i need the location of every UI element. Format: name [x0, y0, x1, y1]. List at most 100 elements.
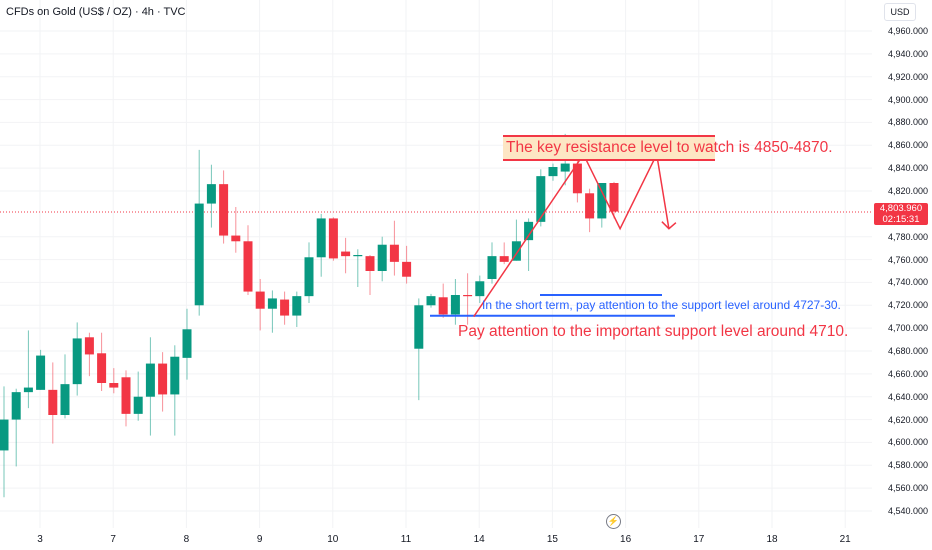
price-tick: 4,940.000 — [888, 48, 929, 59]
candle-body — [597, 183, 607, 219]
candle — [524, 218, 534, 271]
candle-body — [231, 235, 241, 242]
candle-body — [109, 383, 119, 388]
time-tick: 16 — [620, 534, 632, 545]
lightning-icon[interactable]: ⚡ — [606, 514, 621, 529]
price-tick: 4,720.000 — [888, 300, 929, 311]
price-tick: 4,760.000 — [888, 254, 929, 265]
candle — [72, 322, 82, 396]
candle — [84, 332, 94, 377]
price-tick: 4,740.000 — [888, 277, 929, 288]
price-tick: 4,860.000 — [888, 140, 929, 151]
time-tick: 14 — [473, 534, 485, 545]
candle-body — [243, 241, 253, 292]
candle-body — [84, 337, 94, 355]
candle-body — [133, 396, 143, 414]
candle — [255, 279, 265, 331]
candle — [36, 349, 46, 390]
candle — [243, 225, 253, 295]
price-tick: 4,600.000 — [888, 437, 929, 448]
candle — [499, 242, 509, 265]
candle-body — [255, 291, 265, 309]
candle-body — [560, 163, 570, 172]
price-tick: 4,640.000 — [888, 391, 929, 402]
important-support-note[interactable]: Pay attention to the important support l… — [458, 323, 849, 340]
candle-body — [97, 353, 107, 383]
candle — [609, 181, 619, 219]
price-tick: 4,840.000 — [888, 163, 929, 174]
price-tick: 4,780.000 — [888, 231, 929, 242]
price-tick: 4,820.000 — [888, 186, 929, 196]
candle-body — [36, 355, 46, 390]
candle — [97, 332, 107, 391]
candle-body — [511, 241, 521, 261]
candle — [133, 371, 143, 421]
arrow-head-icon — [661, 221, 677, 230]
projection-path[interactable] — [473, 151, 670, 318]
candles — [0, 133, 619, 498]
price-tick: 4,580.000 — [888, 460, 929, 471]
time-tick: 11 — [400, 534, 412, 545]
candle-body — [280, 299, 290, 316]
candle-body — [145, 363, 155, 397]
time-tick: 18 — [766, 534, 778, 545]
candle-body — [170, 356, 180, 395]
candle — [316, 213, 326, 277]
candle — [182, 308, 192, 380]
candle — [267, 290, 277, 333]
currency-selector[interactable]: USD — [884, 3, 916, 21]
candle — [280, 291, 290, 325]
candle — [145, 337, 155, 436]
time-tick: 9 — [256, 534, 263, 545]
candle-body — [377, 244, 387, 271]
candle-body — [60, 384, 70, 415]
candle — [121, 370, 131, 427]
candle — [219, 170, 229, 244]
price-tick: 4,700.000 — [888, 323, 929, 334]
candle — [597, 183, 607, 228]
candle-body — [267, 298, 277, 309]
candle-body — [365, 256, 375, 271]
candle — [11, 388, 21, 467]
drawings[interactable] — [430, 151, 677, 318]
candle — [109, 368, 119, 394]
candle — [0, 386, 9, 498]
candle — [414, 298, 424, 401]
price-tick: 4,560.000 — [888, 483, 929, 494]
candle — [487, 242, 497, 284]
candle-body — [426, 296, 436, 306]
candle-body — [487, 256, 497, 279]
candle-body — [499, 256, 509, 262]
candle — [231, 207, 241, 253]
candle-body — [316, 218, 326, 258]
candle — [438, 283, 448, 318]
candle — [328, 217, 338, 261]
candle-body — [206, 184, 216, 204]
candle-body — [23, 387, 33, 393]
resistance-note[interactable]: The key resistance level to watch is 485… — [503, 135, 833, 161]
candle-body — [414, 305, 424, 349]
candle — [463, 273, 473, 325]
candle-body — [572, 163, 582, 194]
price-tick: 4,900.000 — [888, 94, 929, 105]
candle — [365, 255, 375, 295]
candle — [353, 249, 363, 287]
candle-body — [219, 184, 229, 236]
candle-body — [0, 419, 9, 451]
candle-body — [524, 221, 534, 241]
short-term-support-note[interactable]: In the short term, pay attention to the … — [482, 298, 841, 312]
candle — [426, 293, 436, 308]
candle-body — [463, 295, 473, 297]
candle — [585, 188, 595, 233]
candle — [402, 245, 412, 284]
candle-body — [48, 389, 58, 415]
time-tick: 15 — [546, 534, 558, 545]
bar-countdown: 02:15:31 — [882, 214, 920, 225]
candle-body — [609, 183, 619, 212]
candle — [389, 220, 399, 276]
candle-body — [11, 392, 21, 420]
candle-body — [194, 203, 204, 306]
last-price-label: 4,803.960 02:15:31 — [874, 203, 928, 225]
candle-body — [585, 193, 595, 219]
